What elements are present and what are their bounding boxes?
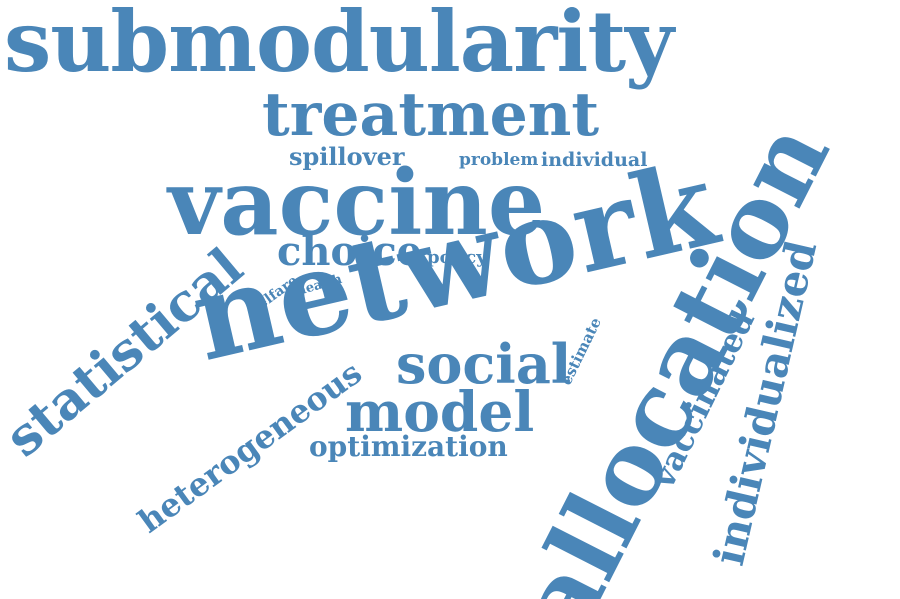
word-spillover: spillover: [289, 142, 405, 171]
word-vaccine: vaccine: [168, 150, 546, 256]
word-treatment: treatment: [262, 80, 600, 150]
word-problem: problem: [459, 150, 539, 170]
word-model: model: [345, 379, 535, 444]
word-choice: choice: [277, 228, 423, 275]
word-submodularity: submodularity: [4, 0, 674, 91]
word-social: social: [396, 332, 572, 396]
word-individual: individual: [541, 149, 648, 171]
word-policy: policy: [427, 247, 487, 268]
word-optimization: optimization: [309, 430, 508, 463]
